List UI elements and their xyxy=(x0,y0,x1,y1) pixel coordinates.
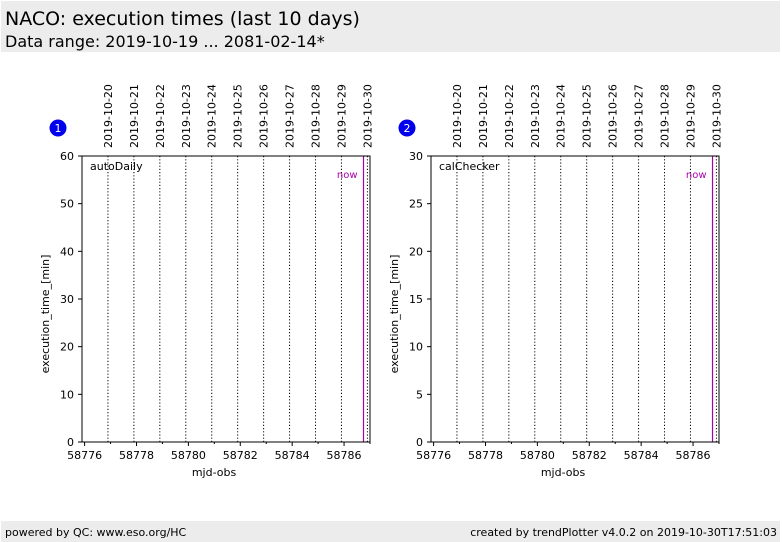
x-tick-label: 58776 xyxy=(416,449,451,462)
panel-number-badge xyxy=(49,119,67,137)
plot-frame xyxy=(430,155,720,443)
footer-bar: powered by QC: www.eso.org/HC created by… xyxy=(1,521,780,542)
date-label: 2019-10-24 xyxy=(206,84,219,148)
x-axis-label: mjd-obs xyxy=(192,466,237,479)
x-tick-label: 58782 xyxy=(223,449,258,462)
date-label: 2019-10-27 xyxy=(284,84,297,148)
date-label: 2019-10-24 xyxy=(555,84,568,148)
y-tick-label: 20 xyxy=(60,341,74,354)
date-label: 2019-10-21 xyxy=(128,84,141,148)
date-label: 2019-10-22 xyxy=(503,84,516,148)
footer-powered-by: powered by QC: www.eso.org/HC xyxy=(5,526,187,539)
date-label: 2019-10-28 xyxy=(310,84,323,148)
date-label: 2019-10-29 xyxy=(684,84,697,148)
y-tick-label: 40 xyxy=(60,245,74,258)
date-label: 2019-10-25 xyxy=(232,84,245,148)
y-tick-label: 0 xyxy=(67,436,74,449)
date-label: 2019-10-27 xyxy=(633,84,646,148)
page-title: NACO: execution times (last 10 days) xyxy=(5,8,360,30)
x-tick-label: 58780 xyxy=(171,449,206,462)
data-range-subtitle: Data range: 2019-10-19 ... 2081-02-14* xyxy=(5,32,325,51)
date-label: 2019-10-30 xyxy=(710,84,723,148)
now-label: now xyxy=(686,170,707,181)
date-label: 2019-10-23 xyxy=(529,84,542,148)
x-tick-label: 58780 xyxy=(520,449,555,462)
x-axis-label: mjd-obs xyxy=(541,466,586,479)
y-tick-label: 10 xyxy=(60,388,74,401)
y-axis-label: execution_time_[min] xyxy=(39,255,52,374)
y-tick-label: 10 xyxy=(409,341,423,354)
y-tick-label: 30 xyxy=(409,150,423,163)
date-label: 2019-10-22 xyxy=(154,84,167,148)
chart-panel-2: now calChecker 58776 58778 58780 58782 58784 58… xyxy=(388,84,723,479)
x-tick-label: 58782 xyxy=(572,449,607,462)
y-axis-label: execution_time_[min] xyxy=(388,255,401,374)
chart-name-label: autoDaily xyxy=(90,160,143,173)
plot-frame xyxy=(81,155,371,443)
date-label: 2019-10-28 xyxy=(659,84,672,148)
panel-number-badge xyxy=(398,119,416,137)
date-label: 2019-10-21 xyxy=(477,84,490,148)
y-tick-label: 25 xyxy=(409,198,423,211)
x-tick-label: 58784 xyxy=(624,449,659,462)
panel-number-label: 1 xyxy=(55,122,62,135)
date-label: 2019-10-29 xyxy=(335,84,348,148)
x-tick-label: 58786 xyxy=(676,449,711,462)
date-label: 2019-10-25 xyxy=(581,84,594,148)
y-tick-label: 5 xyxy=(416,388,423,401)
date-label: 2019-10-20 xyxy=(451,84,464,148)
footer-created-by: created by trendPlotter v4.0.2 on 2019-1… xyxy=(470,526,777,539)
now-label: now xyxy=(337,170,358,181)
panel-number-label: 2 xyxy=(404,122,411,135)
y-tick-label: 30 xyxy=(60,293,74,306)
y-tick-label: 15 xyxy=(409,293,423,306)
chart-name-label: calChecker xyxy=(439,160,500,173)
x-tick-label: 58778 xyxy=(468,449,503,462)
x-tick-label: 58786 xyxy=(327,449,362,462)
x-tick-label: 58776 xyxy=(67,449,102,462)
date-label: 2019-10-23 xyxy=(180,84,193,148)
x-tick-label: 58784 xyxy=(275,449,310,462)
date-label: 2019-10-20 xyxy=(102,84,115,148)
y-tick-label: 50 xyxy=(60,198,74,211)
date-label: 2019-10-26 xyxy=(258,84,271,148)
y-tick-label: 60 xyxy=(60,150,74,163)
x-tick-label: 58778 xyxy=(119,449,154,462)
date-label: 2019-10-30 xyxy=(361,84,374,148)
y-tick-label: 0 xyxy=(416,436,423,449)
chart-panel-1: now autoDaily 58776 58778 58780 58782 58784 587… xyxy=(39,84,374,479)
header-bar: NACO: execution times (last 10 days) Dat… xyxy=(1,1,780,52)
y-tick-label: 20 xyxy=(409,245,423,258)
date-label: 2019-10-26 xyxy=(607,84,620,148)
